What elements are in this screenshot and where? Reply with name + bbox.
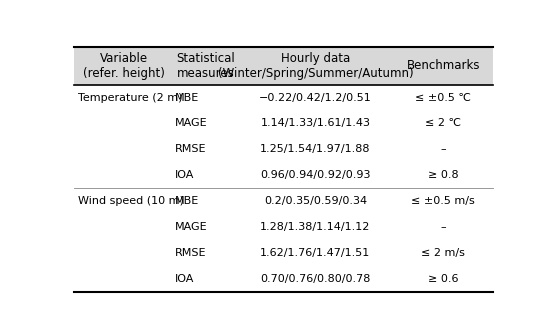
Text: Statistical
measures: Statistical measures — [176, 52, 235, 80]
Text: 0.2/0.35/0.59/0.34: 0.2/0.35/0.59/0.34 — [264, 196, 367, 206]
Text: –: – — [440, 144, 446, 154]
Text: 1.14/1.33/1.61/1.43: 1.14/1.33/1.61/1.43 — [260, 119, 371, 128]
Bar — [74, 47, 494, 85]
Text: 1.25/1.54/1.97/1.88: 1.25/1.54/1.97/1.88 — [260, 144, 371, 154]
Text: MBE: MBE — [175, 196, 199, 206]
Text: ≤ 2 ℃: ≤ 2 ℃ — [425, 119, 461, 128]
Text: Variable
(refer. height): Variable (refer. height) — [83, 52, 165, 80]
Text: RMSE: RMSE — [175, 248, 207, 258]
Text: ≥ 0.6: ≥ 0.6 — [428, 274, 458, 284]
Text: MAGE: MAGE — [175, 222, 208, 232]
Text: IOA: IOA — [175, 170, 194, 180]
Text: ≤ ±0.5 m/s: ≤ ±0.5 m/s — [411, 196, 475, 206]
Text: 1.62/1.76/1.47/1.51: 1.62/1.76/1.47/1.51 — [260, 248, 371, 258]
Text: ≤ 2 m/s: ≤ 2 m/s — [421, 248, 465, 258]
Text: RMSE: RMSE — [175, 144, 207, 154]
Text: 0.70/0.76/0.80/0.78: 0.70/0.76/0.80/0.78 — [260, 274, 371, 284]
Text: –: – — [440, 222, 446, 232]
Text: 1.28/1.38/1.14/1.12: 1.28/1.38/1.14/1.12 — [260, 222, 371, 232]
Text: Hourly data
(Winter/Spring/Summer/Autumn): Hourly data (Winter/Spring/Summer/Autumn… — [218, 52, 413, 80]
Text: 0.96/0.94/0.92/0.93: 0.96/0.94/0.92/0.93 — [260, 170, 371, 180]
Text: MBE: MBE — [175, 92, 199, 103]
Text: −0.22/0.42/1.2/0.51: −0.22/0.42/1.2/0.51 — [259, 92, 372, 103]
Text: ≥ 0.8: ≥ 0.8 — [428, 170, 459, 180]
Text: ≤ ±0.5 ℃: ≤ ±0.5 ℃ — [416, 92, 471, 103]
Text: IOA: IOA — [175, 274, 194, 284]
Text: Benchmarks: Benchmarks — [407, 59, 480, 72]
Text: MAGE: MAGE — [175, 119, 208, 128]
Text: Temperature (2 m): Temperature (2 m) — [78, 92, 182, 103]
Text: Wind speed (10 m): Wind speed (10 m) — [78, 196, 184, 206]
